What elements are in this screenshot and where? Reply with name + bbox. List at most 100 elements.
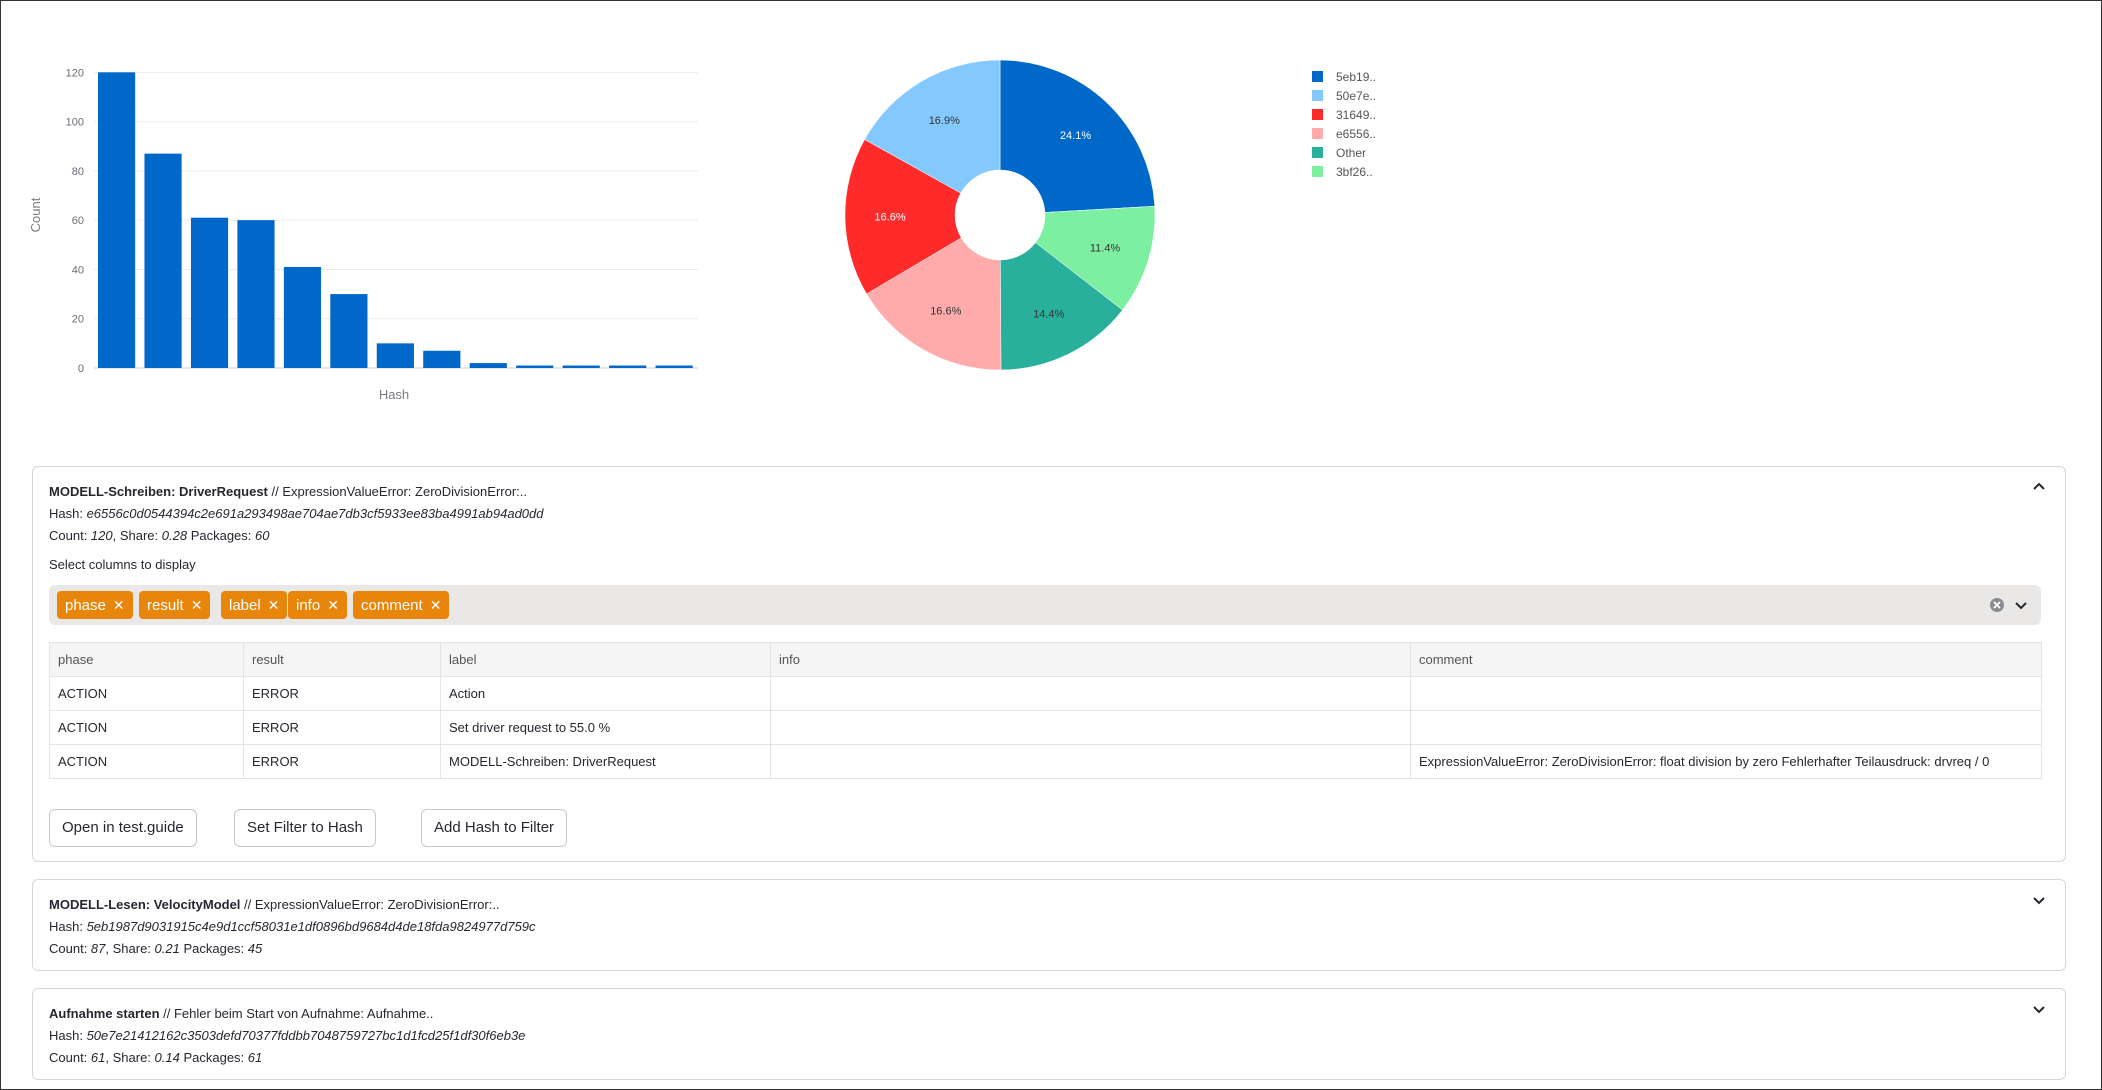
count-line: Count: 120, Share: 0.28 Packages: 60 <box>33 525 2065 547</box>
legend-item[interactable]: e6556.. <box>1312 124 1376 143</box>
tag-phase: phase ✕ <box>57 591 133 619</box>
bar[interactable] <box>98 72 136 368</box>
expander-title-error: // ExpressionValueError: ZeroDivisionErr… <box>240 897 500 912</box>
table-cell[interactable]: Set driver request to 55.0 % <box>440 710 771 745</box>
table-cell[interactable] <box>1410 710 2042 745</box>
remove-tag-icon[interactable]: ✕ <box>112 597 125 613</box>
remove-tag-icon[interactable]: ✕ <box>190 597 203 613</box>
expander-header[interactable]: Aufnahme starten // Fehler beim Start vo… <box>33 989 2065 1025</box>
table-cell[interactable]: ERROR <box>243 744 441 779</box>
table-cell[interactable]: ACTION <box>49 676 244 711</box>
bar[interactable] <box>283 266 322 368</box>
tag-label: phase <box>65 597 106 614</box>
pie-slice-label: 16.6% <box>874 211 905 223</box>
legend-label: 31649.. <box>1336 107 1377 122</box>
bar[interactable] <box>376 343 414 368</box>
table-cell[interactable]: Action <box>440 676 771 711</box>
table-cell[interactable] <box>1410 676 2042 711</box>
chevron-up-icon[interactable] <box>2031 479 2047 495</box>
pie-slice[interactable] <box>866 237 1002 371</box>
legend-item[interactable]: 31649.. <box>1312 105 1376 124</box>
bar[interactable] <box>655 365 693 368</box>
set-filter-to-hash-button[interactable]: Set Filter to Hash <box>234 809 376 847</box>
column-header[interactable]: label <box>440 642 771 677</box>
column-header[interactable]: result <box>243 642 441 677</box>
legend-label: Other <box>1336 145 1367 160</box>
table-cell[interactable]: ExpressionValueError: ZeroDivisionError:… <box>1410 744 2042 779</box>
error-group-expander: MODELL-Lesen: VelocityModel // Expressio… <box>32 879 2066 971</box>
table-row: ACTION ERROR Action <box>49 676 2042 711</box>
share-label: , Share: <box>112 528 162 543</box>
legend-swatch <box>1312 128 1323 139</box>
pie-slice-label: 16.9% <box>929 115 960 127</box>
legend-item[interactable]: 50e7e.. <box>1312 86 1376 105</box>
hash-line: Hash: 50e7e21412162c3503defd70377fddbb70… <box>33 1025 2065 1047</box>
clear-all-icon[interactable] <box>1989 597 2005 613</box>
pie-slice[interactable] <box>844 139 962 295</box>
table-cell[interactable] <box>770 676 1411 711</box>
column-header[interactable]: comment <box>1410 642 2042 677</box>
table-cell[interactable] <box>770 710 1411 745</box>
legend-item[interactable]: 5eb19.. <box>1312 67 1376 86</box>
bar[interactable] <box>516 365 554 368</box>
remove-tag-icon[interactable]: ✕ <box>327 597 339 613</box>
expander-header[interactable]: MODELL-Schreiben: DriverRequest // Expre… <box>33 467 2065 503</box>
legend-item[interactable]: 3bf26.. <box>1312 162 1376 181</box>
share-label: , Share: <box>105 1050 155 1065</box>
bar[interactable] <box>330 294 368 368</box>
y-tick-label: 20 <box>72 314 84 326</box>
open-in-test-guide-button[interactable]: Open in test.guide <box>49 809 197 847</box>
bar[interactable] <box>423 350 461 368</box>
y-tick-label: 60 <box>72 215 84 227</box>
packages-value: 61 <box>247 1050 263 1065</box>
remove-tag-icon[interactable]: ✕ <box>267 597 280 613</box>
packages-label: Packages: <box>179 1050 248 1065</box>
error-group-expander: Aufnahme starten // Fehler beim Start vo… <box>32 988 2066 1080</box>
pie-slice[interactable] <box>1000 242 1123 371</box>
table-cell[interactable]: ACTION <box>49 710 244 745</box>
bar[interactable] <box>562 365 600 368</box>
expander-title-name: MODELL-Schreiben: DriverRequest <box>49 484 268 499</box>
pie-slice[interactable] <box>864 59 1001 194</box>
bar[interactable] <box>190 217 229 368</box>
count-value: 120 <box>90 528 113 543</box>
legend-item[interactable]: Other <box>1312 143 1376 162</box>
bar[interactable] <box>469 363 507 368</box>
table-cell[interactable] <box>770 744 1411 779</box>
share-label: , Share: <box>105 941 155 956</box>
columns-multiselect[interactable]: phase ✕ result ✕ label ✕ info ✕ comment ✕ <box>49 585 2041 625</box>
count-label: Count: <box>49 1050 91 1065</box>
bar[interactable] <box>609 365 647 368</box>
count-value: 61 <box>90 1050 106 1065</box>
pie-slice-label: 14.4% <box>1033 309 1064 321</box>
bar[interactable] <box>144 153 182 368</box>
table-cell[interactable]: MODELL-Schreiben: DriverRequest <box>440 744 771 779</box>
pie-slice[interactable] <box>1035 205 1156 311</box>
chevron-down-icon[interactable] <box>2031 1001 2047 1017</box>
table-cell[interactable]: ERROR <box>243 710 441 745</box>
add-hash-to-filter-button[interactable]: Add Hash to Filter <box>421 809 568 847</box>
packages-value: 60 <box>255 528 270 543</box>
tag-comment: comment ✕ <box>353 591 450 619</box>
count-line: Count: 87, Share: 0.21 Packages: 45 <box>33 938 2065 960</box>
column-header[interactable]: phase <box>49 642 244 677</box>
bar[interactable] <box>237 220 275 368</box>
table-cell[interactable]: ERROR <box>243 676 441 711</box>
hash-value: 5eb1987d9031915c4e9d1ccf58031e1df0896bd9… <box>86 919 536 934</box>
chevron-down-icon[interactable] <box>2013 597 2029 613</box>
expander-title-error: // ExpressionValueError: ZeroDivisionErr… <box>267 484 527 499</box>
y-tick-label: 40 <box>72 264 84 276</box>
pie-slice[interactable] <box>999 59 1156 213</box>
hash-share-pie-chart: 24.1% 11.4% 14.4% 16.6% 16.6% 16.9% <box>844 59 1156 371</box>
count-value: 87 <box>90 941 106 956</box>
count-line: Count: 61, Share: 0.14 Packages: 61 <box>33 1047 2065 1069</box>
chevron-down-icon[interactable] <box>2031 892 2047 908</box>
remove-tag-icon[interactable]: ✕ <box>429 597 442 613</box>
legend-swatch <box>1312 71 1323 82</box>
expander-header[interactable]: MODELL-Lesen: VelocityModel // Expressio… <box>33 880 2065 916</box>
table-cell[interactable]: ACTION <box>49 744 244 779</box>
hash-line: Hash: 5eb1987d9031915c4e9d1ccf58031e1df0… <box>33 916 2065 938</box>
hash-value: 50e7e21412162c3503defd70377fddbb70487597… <box>86 1028 526 1043</box>
share-value: 0.21 <box>154 941 180 956</box>
column-header[interactable]: info <box>770 642 1411 677</box>
